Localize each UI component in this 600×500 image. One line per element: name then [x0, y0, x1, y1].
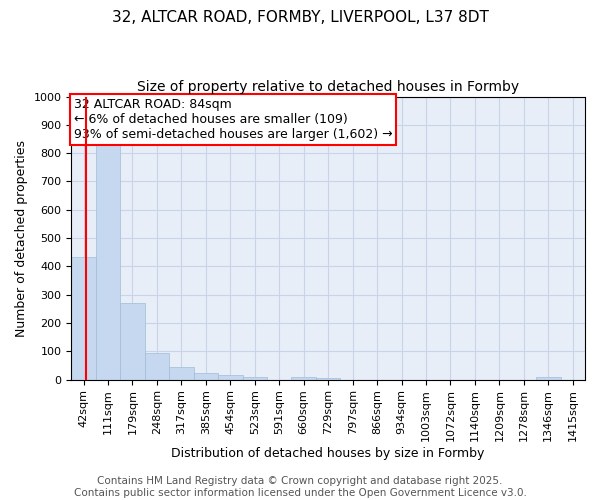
Text: 32, ALTCAR ROAD, FORMBY, LIVERPOOL, L37 8DT: 32, ALTCAR ROAD, FORMBY, LIVERPOOL, L37 …: [112, 10, 488, 25]
Bar: [218, 375, 242, 380]
Y-axis label: Number of detached properties: Number of detached properties: [15, 140, 28, 336]
Text: Contains HM Land Registry data © Crown copyright and database right 2025.
Contai: Contains HM Land Registry data © Crown c…: [74, 476, 526, 498]
Bar: [292, 377, 316, 380]
Bar: [169, 367, 194, 380]
X-axis label: Distribution of detached houses by size in Formby: Distribution of detached houses by size …: [172, 447, 485, 460]
Bar: [194, 374, 218, 380]
Title: Size of property relative to detached houses in Formby: Size of property relative to detached ho…: [137, 80, 519, 94]
Bar: [120, 303, 145, 380]
Bar: [71, 257, 96, 380]
Bar: [242, 377, 267, 380]
Bar: [536, 378, 560, 380]
Bar: [96, 144, 120, 380]
Bar: [145, 352, 169, 380]
Bar: [316, 378, 340, 380]
Text: 32 ALTCAR ROAD: 84sqm
← 6% of detached houses are smaller (109)
93% of semi-deta: 32 ALTCAR ROAD: 84sqm ← 6% of detached h…: [74, 98, 392, 141]
